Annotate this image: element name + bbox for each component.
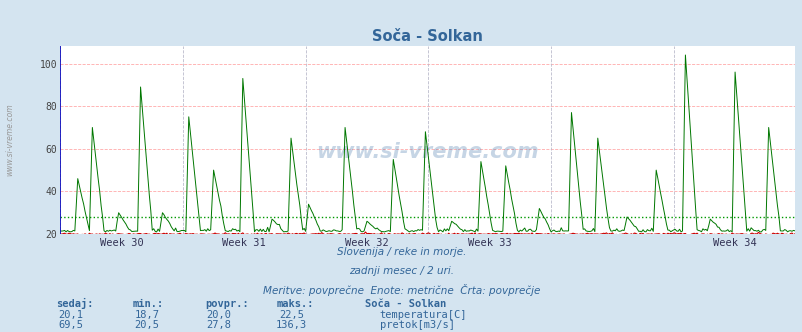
- Text: 22,5: 22,5: [278, 310, 304, 320]
- Text: 27,8: 27,8: [206, 320, 232, 330]
- Text: 20,0: 20,0: [206, 310, 232, 320]
- Text: maks.:: maks.:: [277, 299, 314, 309]
- Text: 18,7: 18,7: [134, 310, 160, 320]
- Text: www.si-vreme.com: www.si-vreme.com: [5, 103, 14, 176]
- Text: temperatura[C]: temperatura[C]: [379, 310, 467, 320]
- Text: 20,5: 20,5: [134, 320, 160, 330]
- Text: www.si-vreme.com: www.si-vreme.com: [316, 141, 538, 162]
- Text: pretok[m3/s]: pretok[m3/s]: [379, 320, 454, 330]
- Text: povpr.:: povpr.:: [205, 299, 248, 309]
- Text: zadnji mesec / 2 uri.: zadnji mesec / 2 uri.: [349, 266, 453, 276]
- Text: Soča - Solkan: Soča - Solkan: [365, 299, 446, 309]
- Text: Slovenija / reke in morje.: Slovenija / reke in morje.: [336, 247, 466, 257]
- Text: min.:: min.:: [132, 299, 164, 309]
- Text: 136,3: 136,3: [276, 320, 306, 330]
- Text: 20,1: 20,1: [58, 310, 83, 320]
- Text: sedaj:: sedaj:: [56, 298, 94, 309]
- Text: Meritve: povprečne  Enote: metrične  Črta: povprečje: Meritve: povprečne Enote: metrične Črta:…: [262, 284, 540, 296]
- Title: Soča - Solkan: Soča - Solkan: [371, 29, 483, 44]
- Text: 69,5: 69,5: [58, 320, 83, 330]
